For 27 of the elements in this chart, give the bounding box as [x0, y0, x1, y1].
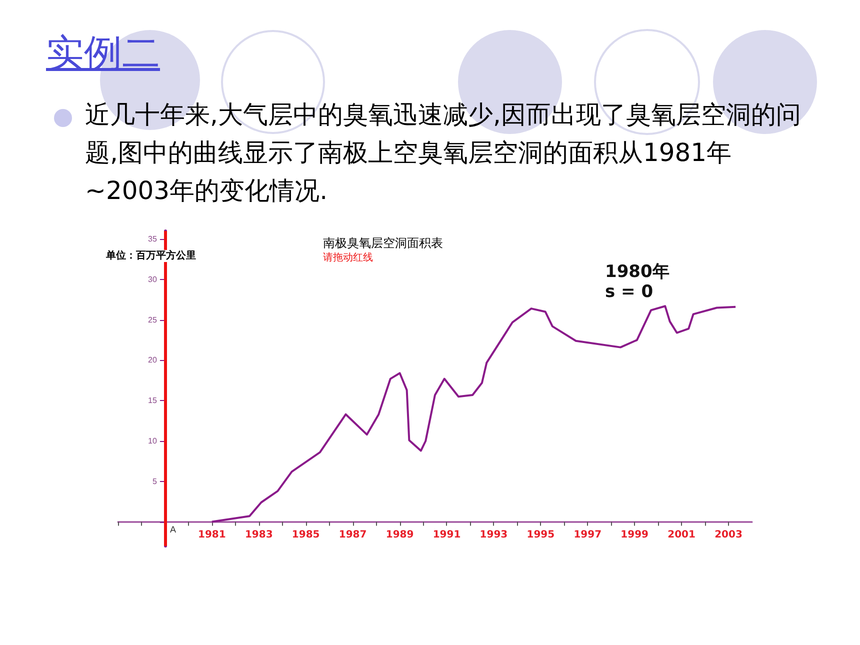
chart-title: 南极臭氧层空洞面积表	[323, 236, 443, 250]
text: 请拖动红线	[323, 252, 373, 264]
annotation: A	[170, 524, 176, 534]
x-tick-label: 1997	[574, 529, 602, 540]
x-tick-label: 1981	[198, 529, 226, 540]
line-series	[210, 305, 737, 523]
y-tick-label: 10	[148, 436, 158, 446]
x-tick-label: 2001	[668, 529, 696, 540]
x-tick-label: 1999	[620, 529, 649, 540]
x-tick-label: 1995	[526, 529, 555, 540]
x-tick-label: 1987	[338, 529, 367, 540]
y-tick-label: 5	[152, 476, 158, 486]
x-tick-label: 1991	[432, 529, 461, 540]
x-tick-label: 1983	[244, 529, 273, 540]
x-tick-label: 2003	[714, 529, 742, 540]
annotation: 1980年 s = 0	[605, 262, 670, 302]
x-tick-label: 1993	[480, 529, 508, 540]
y-axis-title: 单位：百万平方公里	[105, 250, 196, 262]
y-tick-label: 25	[148, 315, 158, 324]
y-tick-label: 15	[148, 396, 158, 406]
x-tick-label: 1989	[386, 529, 414, 540]
x-tick-label: 1985	[292, 529, 320, 540]
text: 实例二	[46, 30, 160, 77]
y-tick-label: 20	[148, 356, 158, 365]
y-tick-label: 30	[148, 274, 158, 284]
text: 近几十年来,大气层中的臭氧迅速减少,因而出现了臭氧层空洞的问题,图中的曲线显示了南极上空臭氧层空洞的面积从1981年~2003年的变化情况.	[85, 99, 802, 207]
y-tick-label: 35	[148, 234, 158, 244]
